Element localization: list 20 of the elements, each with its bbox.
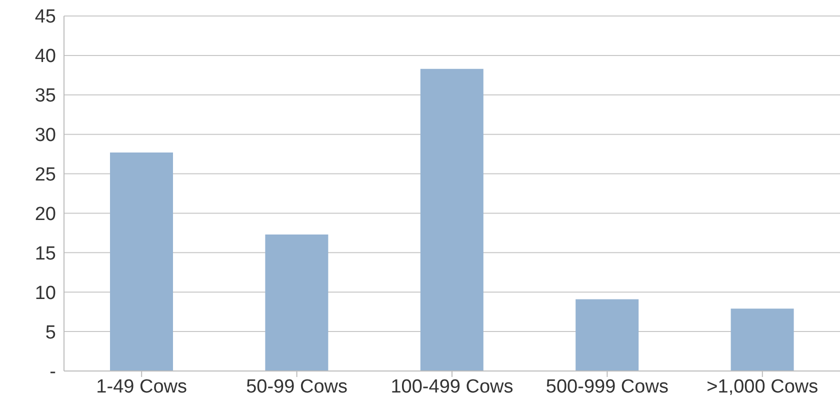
x-tick-label: >1,000 Cows	[706, 376, 818, 398]
bar	[730, 308, 794, 371]
x-tick-label: 500-999 Cows	[546, 376, 668, 398]
bar	[265, 234, 328, 371]
y-tick-label: 40	[34, 46, 56, 68]
y-tick-label: 35	[34, 86, 56, 107]
bar	[420, 68, 484, 371]
x-tick-label: 1-49 Cows	[96, 376, 188, 398]
y-tick-label: -	[50, 362, 56, 383]
y-tick-label: 15	[34, 243, 56, 264]
bar	[110, 152, 173, 371]
x-tick-label: 100-499 Cows	[390, 376, 514, 398]
y-tick-label: 5	[45, 322, 56, 344]
y-tick-label: 20	[34, 204, 56, 225]
y-tick-label: 10	[34, 282, 56, 304]
bar	[576, 299, 639, 371]
x-tick-label: 50-99 Cows	[246, 376, 348, 398]
y-tick-label: 25	[34, 164, 56, 186]
y-tick-label: 45	[34, 6, 56, 28]
y-tick-label: 30	[34, 125, 56, 146]
